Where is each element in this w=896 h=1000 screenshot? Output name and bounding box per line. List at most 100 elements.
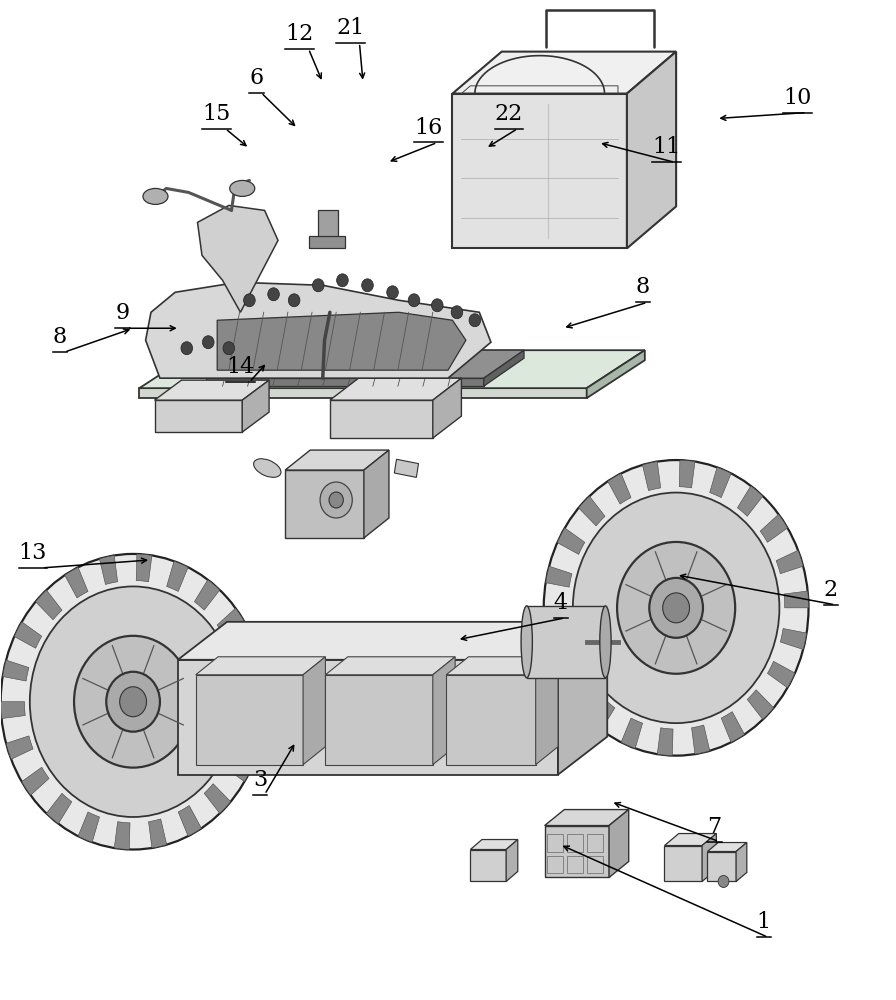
- Polygon shape: [544, 608, 568, 625]
- Polygon shape: [665, 834, 717, 846]
- Polygon shape: [167, 561, 188, 591]
- Polygon shape: [564, 673, 592, 701]
- Polygon shape: [217, 312, 466, 370]
- Ellipse shape: [521, 606, 532, 678]
- Polygon shape: [558, 622, 607, 775]
- Ellipse shape: [143, 188, 168, 204]
- Text: 8: 8: [636, 276, 650, 298]
- Polygon shape: [590, 699, 615, 730]
- Polygon shape: [658, 728, 673, 756]
- Circle shape: [573, 493, 780, 723]
- Text: 1: 1: [756, 911, 771, 933]
- Polygon shape: [679, 460, 695, 488]
- Polygon shape: [146, 282, 491, 378]
- Circle shape: [469, 314, 480, 327]
- Polygon shape: [433, 657, 455, 765]
- Polygon shape: [780, 629, 806, 649]
- Polygon shape: [237, 722, 263, 743]
- Polygon shape: [325, 675, 433, 765]
- Text: 10: 10: [783, 87, 812, 109]
- Circle shape: [202, 336, 214, 349]
- Polygon shape: [506, 840, 518, 881]
- Polygon shape: [737, 486, 762, 516]
- Polygon shape: [607, 473, 631, 504]
- Polygon shape: [545, 810, 629, 826]
- Polygon shape: [178, 806, 202, 836]
- Polygon shape: [47, 793, 72, 824]
- Polygon shape: [446, 657, 558, 675]
- Text: 2: 2: [823, 579, 838, 601]
- Text: 3: 3: [253, 769, 267, 791]
- Text: 11: 11: [652, 136, 680, 158]
- Text: 4: 4: [554, 592, 568, 614]
- Bar: [394, 459, 418, 477]
- Polygon shape: [217, 608, 245, 636]
- Polygon shape: [194, 580, 220, 610]
- Polygon shape: [330, 400, 433, 438]
- Polygon shape: [140, 388, 587, 398]
- Polygon shape: [206, 350, 524, 378]
- Polygon shape: [702, 834, 717, 881]
- Circle shape: [451, 306, 462, 319]
- Polygon shape: [285, 450, 389, 470]
- Circle shape: [120, 687, 147, 717]
- Text: 14: 14: [226, 356, 254, 378]
- Polygon shape: [155, 380, 269, 400]
- Bar: [547, 834, 564, 852]
- Polygon shape: [484, 350, 524, 386]
- Circle shape: [74, 636, 192, 768]
- Polygon shape: [557, 528, 585, 554]
- Circle shape: [329, 492, 343, 508]
- Bar: [567, 834, 583, 852]
- Polygon shape: [776, 550, 803, 574]
- Polygon shape: [78, 812, 99, 842]
- Polygon shape: [177, 622, 607, 660]
- Polygon shape: [140, 350, 645, 388]
- Text: 12: 12: [285, 23, 314, 45]
- Polygon shape: [721, 712, 745, 742]
- Polygon shape: [206, 378, 484, 386]
- Bar: [318, 210, 338, 245]
- Polygon shape: [609, 810, 629, 877]
- Polygon shape: [579, 496, 605, 526]
- Polygon shape: [195, 675, 303, 765]
- Circle shape: [313, 279, 324, 292]
- Circle shape: [244, 294, 255, 307]
- Polygon shape: [546, 566, 572, 587]
- Circle shape: [181, 342, 193, 355]
- Circle shape: [432, 299, 444, 312]
- Polygon shape: [545, 826, 609, 877]
- Circle shape: [289, 294, 300, 307]
- Bar: [567, 856, 583, 873]
- Circle shape: [663, 593, 690, 623]
- Polygon shape: [195, 657, 325, 675]
- Polygon shape: [747, 690, 773, 720]
- Text: 22: 22: [495, 103, 522, 125]
- Circle shape: [409, 294, 420, 307]
- Polygon shape: [303, 657, 325, 765]
- Polygon shape: [65, 567, 88, 598]
- Polygon shape: [325, 657, 455, 675]
- Text: 9: 9: [116, 302, 129, 324]
- Polygon shape: [627, 52, 676, 248]
- Polygon shape: [330, 378, 461, 400]
- Bar: [309, 236, 345, 248]
- Polygon shape: [224, 755, 252, 782]
- Polygon shape: [433, 378, 461, 438]
- Bar: [547, 856, 564, 873]
- Polygon shape: [760, 514, 788, 542]
- Polygon shape: [784, 591, 808, 608]
- Circle shape: [362, 279, 374, 292]
- Text: 6: 6: [249, 67, 263, 89]
- Circle shape: [617, 542, 736, 674]
- Polygon shape: [587, 350, 645, 398]
- Polygon shape: [241, 685, 265, 702]
- Polygon shape: [737, 843, 746, 881]
- Polygon shape: [177, 660, 558, 775]
- Text: 13: 13: [19, 542, 47, 564]
- Polygon shape: [470, 840, 518, 850]
- Bar: [527, 606, 606, 678]
- Polygon shape: [768, 661, 795, 688]
- Circle shape: [268, 288, 280, 301]
- Polygon shape: [149, 819, 167, 848]
